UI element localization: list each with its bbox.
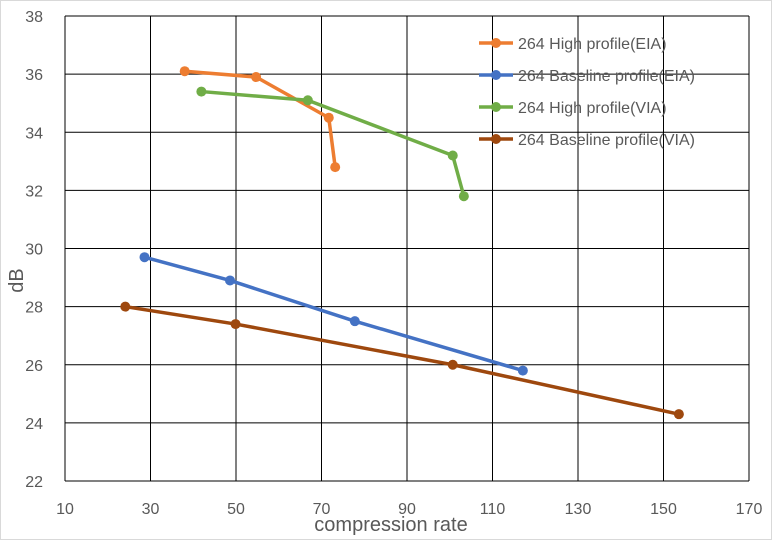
legend-label: 264 High profile(EIA) [518, 36, 667, 53]
y-tick-label: 34 [25, 125, 43, 142]
series-line [142, 255, 525, 373]
series-line [182, 69, 337, 169]
series-2 [139, 252, 528, 376]
x-axis-title: compression rate [314, 514, 467, 536]
legend: 264 High profile(EIA) 264 Baseline profil… [479, 36, 695, 149]
legend-swatch-marker [491, 38, 501, 48]
data-point [120, 301, 131, 312]
x-tick-label: 150 [650, 501, 677, 518]
data-point [230, 319, 241, 330]
y-tick-label: 38 [25, 9, 43, 26]
legend-swatch-marker [491, 70, 501, 80]
legend-item: 264 Baseline profile(VIA) [479, 132, 695, 149]
y-tick-label: 26 [25, 358, 43, 375]
series-line [123, 304, 681, 416]
legend-swatch-marker [491, 102, 501, 112]
series-3 [196, 86, 469, 202]
gridlines [64, 15, 750, 482]
x-tick-label: 50 [227, 501, 245, 518]
data-point [323, 112, 334, 123]
x-tick-label: 170 [736, 501, 763, 518]
data-point [517, 365, 528, 376]
data-point [447, 359, 458, 370]
series-4 [120, 301, 684, 420]
x-tick-label: 10 [56, 501, 74, 518]
data-point [302, 95, 313, 106]
legend-label: 264 High profile(VIA) [518, 100, 667, 117]
tick-labels: 10 30 50 70 90 110 130 150 170 22 24 26 28 30 32 34 36 38 [25, 9, 762, 518]
data-point [330, 162, 341, 173]
data-point [673, 409, 684, 420]
series-line [199, 89, 466, 198]
legend-item: 264 High profile(EIA) [479, 36, 667, 53]
data-point [349, 316, 360, 327]
y-tick-label: 22 [25, 474, 43, 491]
y-axis-title: dB [6, 268, 28, 292]
legend-label: 264 Baseline profile(VIA) [518, 132, 695, 149]
y-tick-label: 32 [25, 183, 43, 200]
legend-item: 264 High profile(VIA) [479, 100, 667, 117]
data-point [251, 72, 262, 83]
y-tick-label: 24 [25, 416, 43, 433]
data-point [196, 86, 207, 97]
y-tick-label: 36 [25, 67, 43, 84]
data-point [179, 66, 190, 77]
y-tick-label: 28 [25, 300, 43, 317]
x-tick-label: 130 [565, 501, 592, 518]
data-point [139, 252, 150, 263]
legend-swatch-marker [491, 134, 501, 144]
x-tick-label: 110 [480, 501, 506, 518]
data-point [458, 191, 469, 202]
data-point [447, 150, 458, 161]
data-point [225, 275, 236, 286]
x-tick-label: 70 [313, 501, 331, 518]
legend-item: 264 Baseline profile(EIA) [479, 68, 695, 85]
x-tick-label: 90 [398, 501, 416, 518]
y-tick-label: 30 [25, 242, 43, 259]
series-1 [179, 66, 341, 173]
series-lines [120, 66, 684, 420]
legend-label: 264 Baseline profile(EIA) [518, 68, 695, 85]
x-tick-label: 30 [142, 501, 160, 518]
